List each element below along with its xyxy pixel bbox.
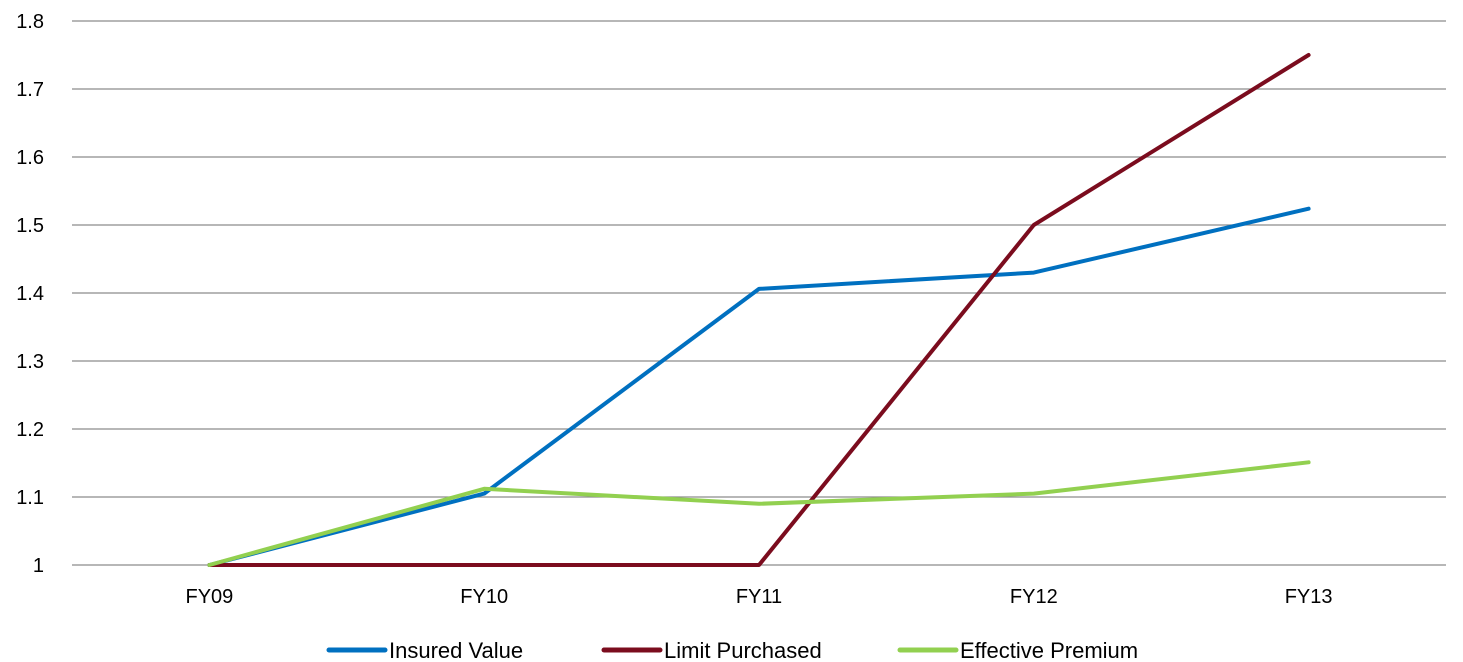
x-tick-label: FY13	[1285, 586, 1333, 608]
y-tick-label: 1	[33, 555, 44, 577]
x-tick-label: FY09	[185, 586, 233, 608]
x-axis-tick-labels: FY09 FY10 FY11 FY12 FY13	[185, 586, 1332, 608]
y-tick-label: 1.5	[16, 215, 44, 237]
y-tick-label: 1.1	[16, 487, 44, 509]
x-tick-label: FY12	[1010, 586, 1058, 608]
series-line-effective-premium	[207, 460, 1311, 567]
x-tick-label: FY10	[460, 586, 508, 608]
x-tick-label: FY11	[736, 586, 782, 608]
y-axis-tick-labels: 1 1.1 1.2 1.3 1.4 1.5 1.6 1.7 1.8	[16, 11, 44, 577]
series-lines	[207, 53, 1311, 567]
y-tick-label: 1.3	[16, 351, 44, 373]
series-line-insured-value	[207, 206, 1311, 567]
gridlines	[72, 20, 1446, 566]
legend-label-insured-value: Insured Value	[389, 638, 523, 662]
y-tick-label: 1.8	[16, 11, 44, 33]
series-line-limit-purchased	[207, 53, 1311, 567]
y-tick-label: 1.2	[16, 419, 44, 441]
y-tick-label: 1.4	[16, 283, 44, 305]
y-tick-label: 1.6	[16, 147, 44, 169]
legend: Insured Value Limit Purchased Effective Pr…	[326, 638, 1138, 662]
legend-label-effective-premium: Effective Premium	[960, 638, 1138, 662]
y-tick-label: 1.7	[16, 79, 44, 101]
legend-label-limit-purchased: Limit Purchased	[664, 638, 822, 662]
